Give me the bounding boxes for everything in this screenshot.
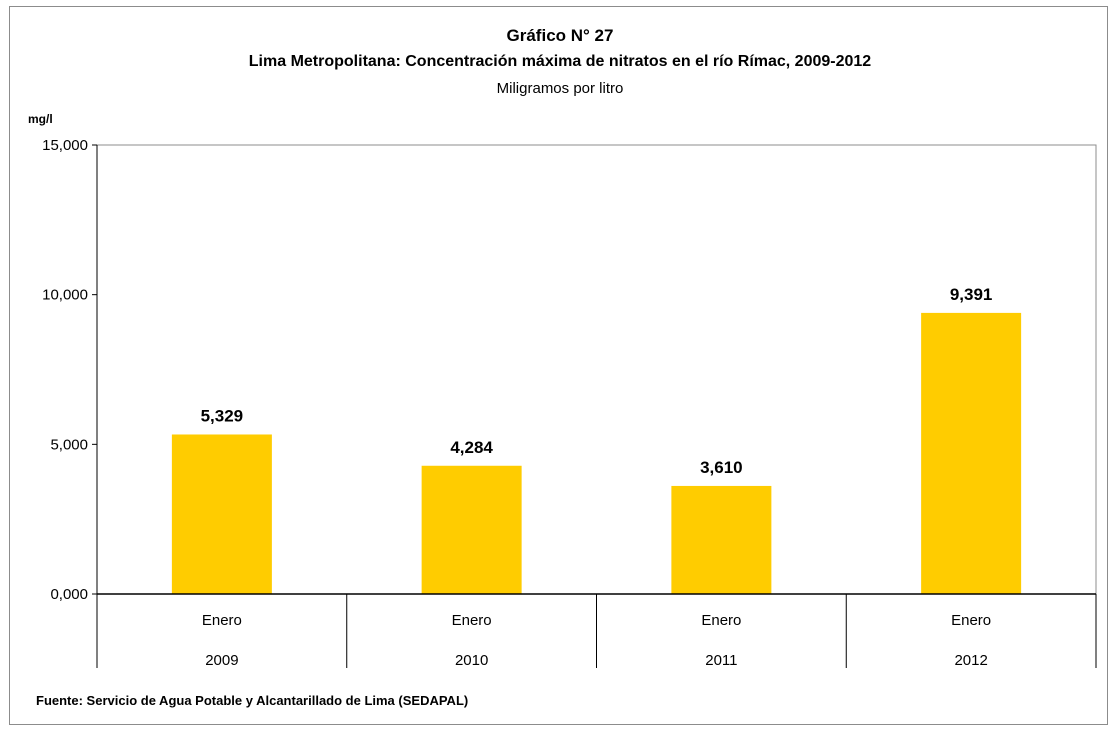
chart-title: Gráfico N° 27 [506, 26, 614, 45]
x-tick-label-year: 2010 [455, 652, 488, 669]
bar-value-label: 5,329 [201, 406, 244, 425]
bar [921, 312, 1022, 594]
x-tick-label-year: 2011 [705, 652, 737, 669]
bar-value-label: 4,284 [450, 438, 493, 457]
y-tick-label: 10,000 [42, 287, 88, 304]
x-tick-label-month: Enero [202, 612, 242, 629]
x-tick-label-month: Enero [951, 612, 991, 629]
chart-frame [9, 6, 1108, 725]
bar-value-label: 3,610 [700, 458, 743, 477]
bar [171, 434, 272, 594]
bar-value-label: 9,391 [950, 285, 993, 304]
y-tick-label: 5,000 [50, 436, 88, 453]
x-tick-label-month: Enero [452, 612, 492, 629]
y-tick-label: 15,000 [42, 137, 88, 154]
x-tick-label-year: 2009 [205, 652, 238, 669]
y-axis-label: mg/l [28, 112, 53, 126]
x-tick-label-month: Enero [701, 612, 741, 629]
bar [421, 465, 522, 594]
y-tick-label: 0,000 [50, 586, 88, 603]
source-note: Fuente: Servicio de Agua Potable y Alcan… [36, 693, 469, 708]
chart-units-label: Miligramos por litro [496, 80, 624, 97]
bar [671, 485, 772, 594]
chart-subtitle: Lima Metropolitana: Concentración máxima… [248, 53, 872, 70]
x-tick-label-year: 2012 [954, 652, 987, 669]
